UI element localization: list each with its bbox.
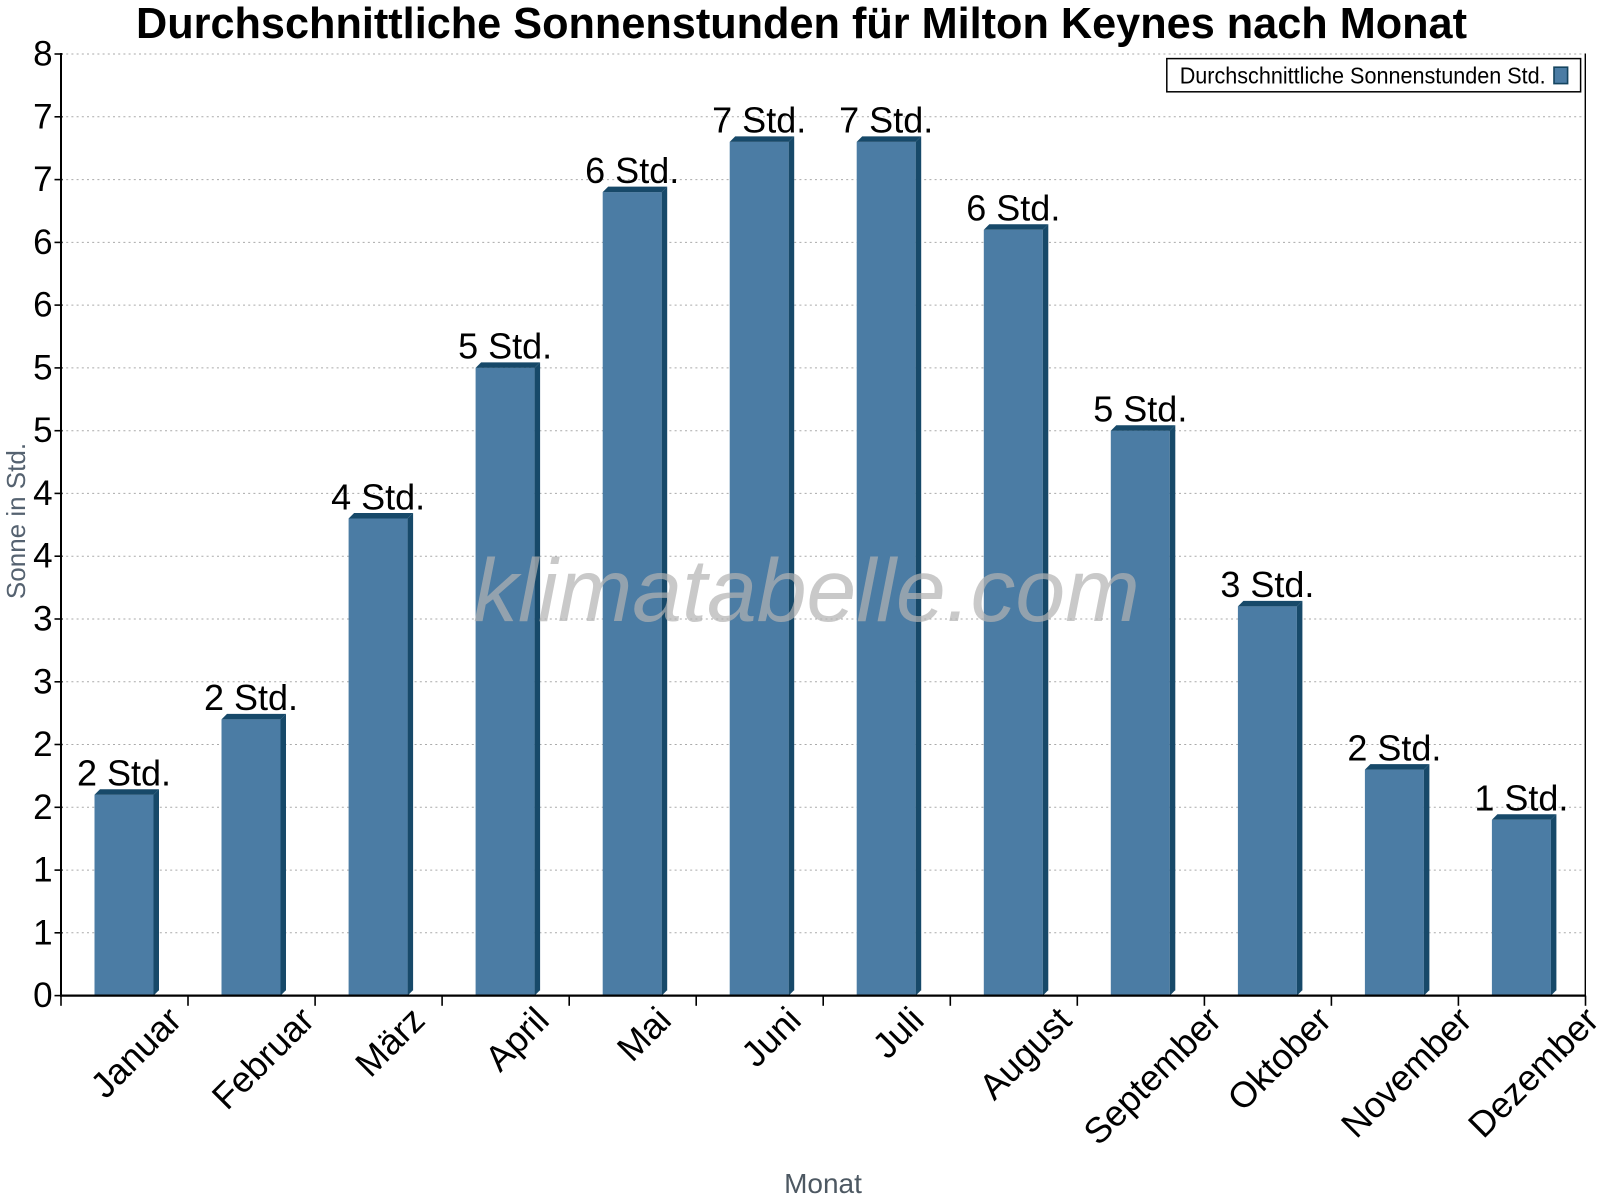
svg-text:Durchschnittliche Sonnenstunde: Durchschnittliche Sonnenstunden Std. — [1180, 63, 1546, 89]
svg-text:1: 1 — [33, 851, 52, 890]
svg-text:3: 3 — [33, 662, 52, 701]
svg-text:5: 5 — [33, 348, 52, 387]
svg-text:7 Std.: 7 Std. — [839, 100, 933, 141]
svg-text:5 Std.: 5 Std. — [458, 326, 552, 367]
svg-text:6: 6 — [33, 286, 52, 325]
svg-text:5 Std.: 5 Std. — [1093, 389, 1187, 430]
svg-text:4: 4 — [33, 537, 52, 576]
svg-text:3 Std.: 3 Std. — [1220, 564, 1314, 605]
svg-text:2 Std.: 2 Std. — [1347, 727, 1441, 768]
svg-text:0: 0 — [33, 976, 52, 1015]
svg-text:6: 6 — [33, 223, 52, 262]
svg-text:Sonne in Std.: Sonne in Std. — [1, 443, 31, 599]
svg-text:2 Std.: 2 Std. — [204, 677, 298, 718]
svg-text:2: 2 — [33, 788, 52, 827]
svg-text:1 Std.: 1 Std. — [1474, 778, 1568, 819]
svg-text:1: 1 — [33, 913, 52, 952]
svg-text:7: 7 — [33, 97, 52, 136]
svg-text:6 Std.: 6 Std. — [585, 150, 679, 191]
svg-text:4: 4 — [33, 474, 52, 513]
svg-text:2: 2 — [33, 725, 52, 764]
svg-text:7 Std.: 7 Std. — [712, 100, 806, 141]
svg-text:4 Std.: 4 Std. — [331, 476, 425, 517]
svg-text:5: 5 — [33, 411, 52, 450]
svg-text:Monat: Monat — [784, 1168, 862, 1199]
svg-text:klimatabelle.com: klimatabelle.com — [473, 540, 1140, 640]
svg-text:Durchschnittliche Sonnenstunde: Durchschnittliche Sonnenstunden für Milt… — [136, 0, 1467, 48]
svg-text:3: 3 — [33, 600, 52, 639]
svg-text:2 Std.: 2 Std. — [77, 753, 171, 794]
svg-text:8: 8 — [33, 35, 52, 74]
svg-text:6 Std.: 6 Std. — [966, 188, 1060, 229]
svg-text:7: 7 — [33, 160, 52, 199]
